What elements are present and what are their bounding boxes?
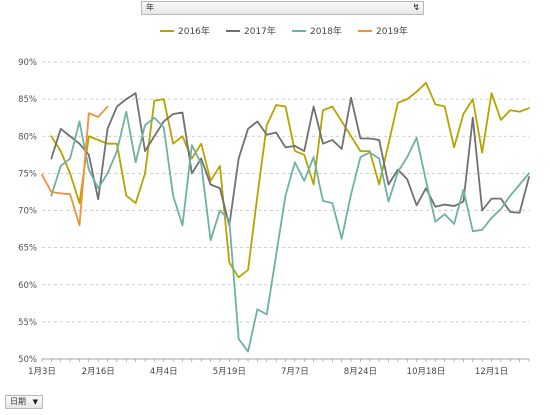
x-tick-label: 8月24日 (344, 367, 377, 377)
x-tick-label: 1月3日 (28, 367, 56, 377)
y-tick-label: 80% (18, 132, 37, 142)
year-field-button[interactable]: 年 ↯ (141, 1, 424, 15)
series-line-0 (50, 81, 530, 279)
y-tick-label: 70% (18, 207, 37, 217)
x-tick-label: 7月7日 (281, 367, 309, 377)
y-tick-label: 90% (18, 58, 37, 68)
legend-label: 2019年 (376, 25, 408, 37)
legend-label: 2016年 (178, 25, 210, 37)
date-axis-field-label: 日期 (10, 397, 26, 406)
dropdown-triangle-icon[interactable]: ▼ (32, 398, 38, 406)
y-tick-label: 50% (18, 355, 37, 365)
year-field-label: 年 (146, 3, 154, 12)
series-line-2 (50, 110, 530, 353)
x-axis: 1月3日 2月16日 4月4日 5月19日 7月7日 8月24日 10月18日 12月1日 (28, 359, 530, 377)
y-tick-label: 55% (18, 318, 37, 328)
x-tick-label: 5月19日 (213, 367, 246, 377)
series-line-3 (41, 105, 109, 227)
chart-series (41, 81, 530, 353)
y-axis: 50% 55% 60% 65% 70% 75% 80% 85% 90% (18, 58, 37, 365)
legend-label: 2017年 (244, 25, 276, 37)
series-line-1 (50, 92, 530, 227)
y-tick-label: 60% (18, 281, 37, 291)
x-tick-label: 4月4日 (150, 367, 178, 377)
y-tick-label: 65% (18, 244, 37, 254)
y-tick-label: 75% (18, 169, 37, 179)
x-tick-label: 2月16日 (82, 367, 115, 377)
legend-label: 2018年 (310, 25, 342, 37)
y-tick-label: 85% (18, 95, 37, 105)
date-axis-field-button[interactable]: 日期 ▼ (5, 395, 43, 409)
chart-legend: 2016年 2017年 2018年 2019年 (160, 25, 408, 37)
x-tick-label: 12月1日 (475, 367, 508, 377)
x-tick-label: 10月18日 (407, 367, 446, 377)
filter-icon[interactable]: ↯ (412, 3, 420, 13)
